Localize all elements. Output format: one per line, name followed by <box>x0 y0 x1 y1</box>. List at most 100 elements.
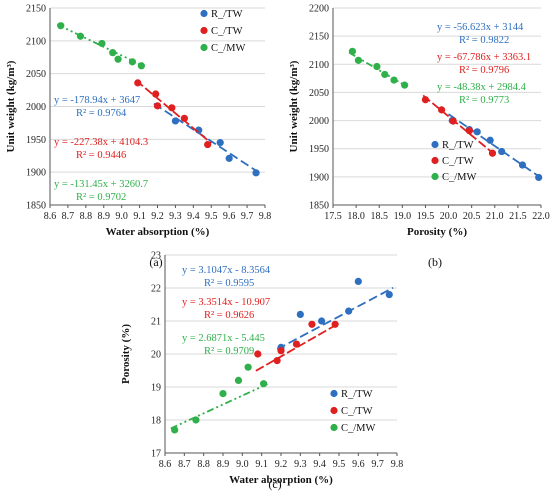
legend-label: R_/TW <box>341 389 373 400</box>
trendline-1 <box>135 79 212 144</box>
y-tick-label: 1950 <box>309 144 329 155</box>
x-tick-label: 9.2 <box>275 459 288 470</box>
x-tick-label: 22.0 <box>532 211 550 222</box>
x-tick-label: 18.5 <box>370 211 388 222</box>
legend-marker <box>330 423 338 432</box>
x-tick-label: 17.5 <box>324 211 342 222</box>
y-tick-label: 19 <box>151 383 161 394</box>
x-tick-label: 9.2 <box>151 211 164 222</box>
r-squared-label: R² = 0.9595 <box>204 278 254 289</box>
x-axis-title: Water absorption (%) <box>229 474 333 486</box>
x-tick-label: 8.6 <box>159 459 172 470</box>
y-tick-label: 17 <box>151 449 161 460</box>
data-point <box>318 317 326 325</box>
x-tick-label: 18.0 <box>347 211 365 222</box>
x-tick-label: 8.9 <box>217 459 230 470</box>
y-tick-label: 23 <box>151 251 161 262</box>
x-tick-label: 9.4 <box>187 211 200 222</box>
regression-equation: y = -178.94x + 3647 <box>54 95 140 106</box>
y-axis-title: Porosity (%) <box>120 324 132 384</box>
x-tick-label: 19.5 <box>417 211 435 222</box>
x-tick-label: 9.6 <box>352 459 365 470</box>
data-point <box>354 277 362 285</box>
x-tick-label: 9.8 <box>259 211 272 222</box>
data-point <box>219 390 227 398</box>
data-point <box>254 350 262 358</box>
x-tick-label: 9.4 <box>313 459 326 470</box>
legend-label: C_/MW <box>341 423 376 434</box>
data-point <box>277 347 285 355</box>
data-point <box>449 117 457 125</box>
y-tick-label: 20 <box>151 350 161 361</box>
y-tick-label: 2100 <box>26 36 46 47</box>
data-point <box>473 128 481 136</box>
y-tick-label: 2000 <box>309 116 329 127</box>
data-point <box>252 169 260 177</box>
regression-equation: y = 2.6871x - 5.445 <box>182 333 265 344</box>
data-point <box>244 363 252 371</box>
panel-label: (a) <box>149 255 162 269</box>
data-point <box>128 58 137 66</box>
legend-label: C_/MW <box>211 43 246 54</box>
data-point <box>273 357 281 365</box>
x-tick-label: 8.6 <box>44 211 57 222</box>
x-tick-label: 19.0 <box>394 211 412 222</box>
data-point <box>465 127 473 135</box>
data-point <box>225 154 233 162</box>
x-tick-label: 21.5 <box>509 211 527 222</box>
x-tick-label: 9.0 <box>236 459 249 470</box>
panel-label: (b) <box>428 255 442 269</box>
x-tick-label: 9.8 <box>391 459 404 470</box>
trendline-1 <box>255 322 340 372</box>
trendline-0 <box>276 286 394 351</box>
data-point <box>486 136 494 144</box>
data-point <box>137 62 145 70</box>
data-point <box>204 140 212 149</box>
x-tick-label: 9.0 <box>115 211 128 222</box>
data-point <box>438 106 446 114</box>
regression-equation: y = 3.3514x - 10.907 <box>182 297 270 308</box>
x-tick-label: 20.0 <box>440 211 458 222</box>
x-tick-label: 9.3 <box>169 211 182 222</box>
y-axis-title: Unit weight (kg/m³) <box>5 60 17 152</box>
legend-label: C_/TW <box>211 26 243 37</box>
data-point <box>385 291 393 299</box>
legend-label: R_/TW <box>211 9 243 20</box>
r-squared-label: R² = 0.9702 <box>76 192 126 203</box>
data-point <box>260 380 268 388</box>
x-tick-label: 9.7 <box>371 459 384 470</box>
data-point <box>535 173 543 182</box>
x-tick-label: 9.7 <box>241 211 254 222</box>
legend-label: C_/TW <box>341 406 373 417</box>
legend-label: C_/TW <box>442 156 474 167</box>
legend-marker <box>431 172 439 181</box>
x-tick-label: 21.0 <box>486 211 504 222</box>
data-point <box>153 102 162 110</box>
r-squared-label: R² = 0.9822 <box>459 35 509 46</box>
x-axis-title: Porosity (%) <box>407 226 467 238</box>
legend-label: C_/MW <box>442 172 477 183</box>
data-point <box>76 32 85 40</box>
data-point <box>152 90 160 98</box>
y-tick-label: 2100 <box>309 60 329 71</box>
data-point <box>180 114 188 122</box>
r-squared-label: R² = 0.9764 <box>76 108 127 119</box>
regression-equation: y = -131.45x + 3260.7 <box>54 179 148 190</box>
data-point <box>134 79 142 87</box>
x-tick-label: 8.8 <box>80 211 93 222</box>
data-point <box>348 47 357 55</box>
y-tick-label: 2150 <box>309 32 329 43</box>
data-point <box>292 340 301 348</box>
y-tick-label: 1850 <box>26 201 46 212</box>
data-point <box>354 56 363 64</box>
data-point <box>331 320 339 328</box>
data-point <box>498 147 506 156</box>
data-point <box>192 416 200 424</box>
trendline-1 <box>422 94 496 156</box>
trendline-0 <box>153 102 262 175</box>
data-point <box>216 139 224 147</box>
x-tick-label: 9.1 <box>255 459 268 470</box>
x-tick-label: 9.1 <box>133 211 146 222</box>
data-point <box>114 55 122 63</box>
data-point <box>381 70 389 79</box>
